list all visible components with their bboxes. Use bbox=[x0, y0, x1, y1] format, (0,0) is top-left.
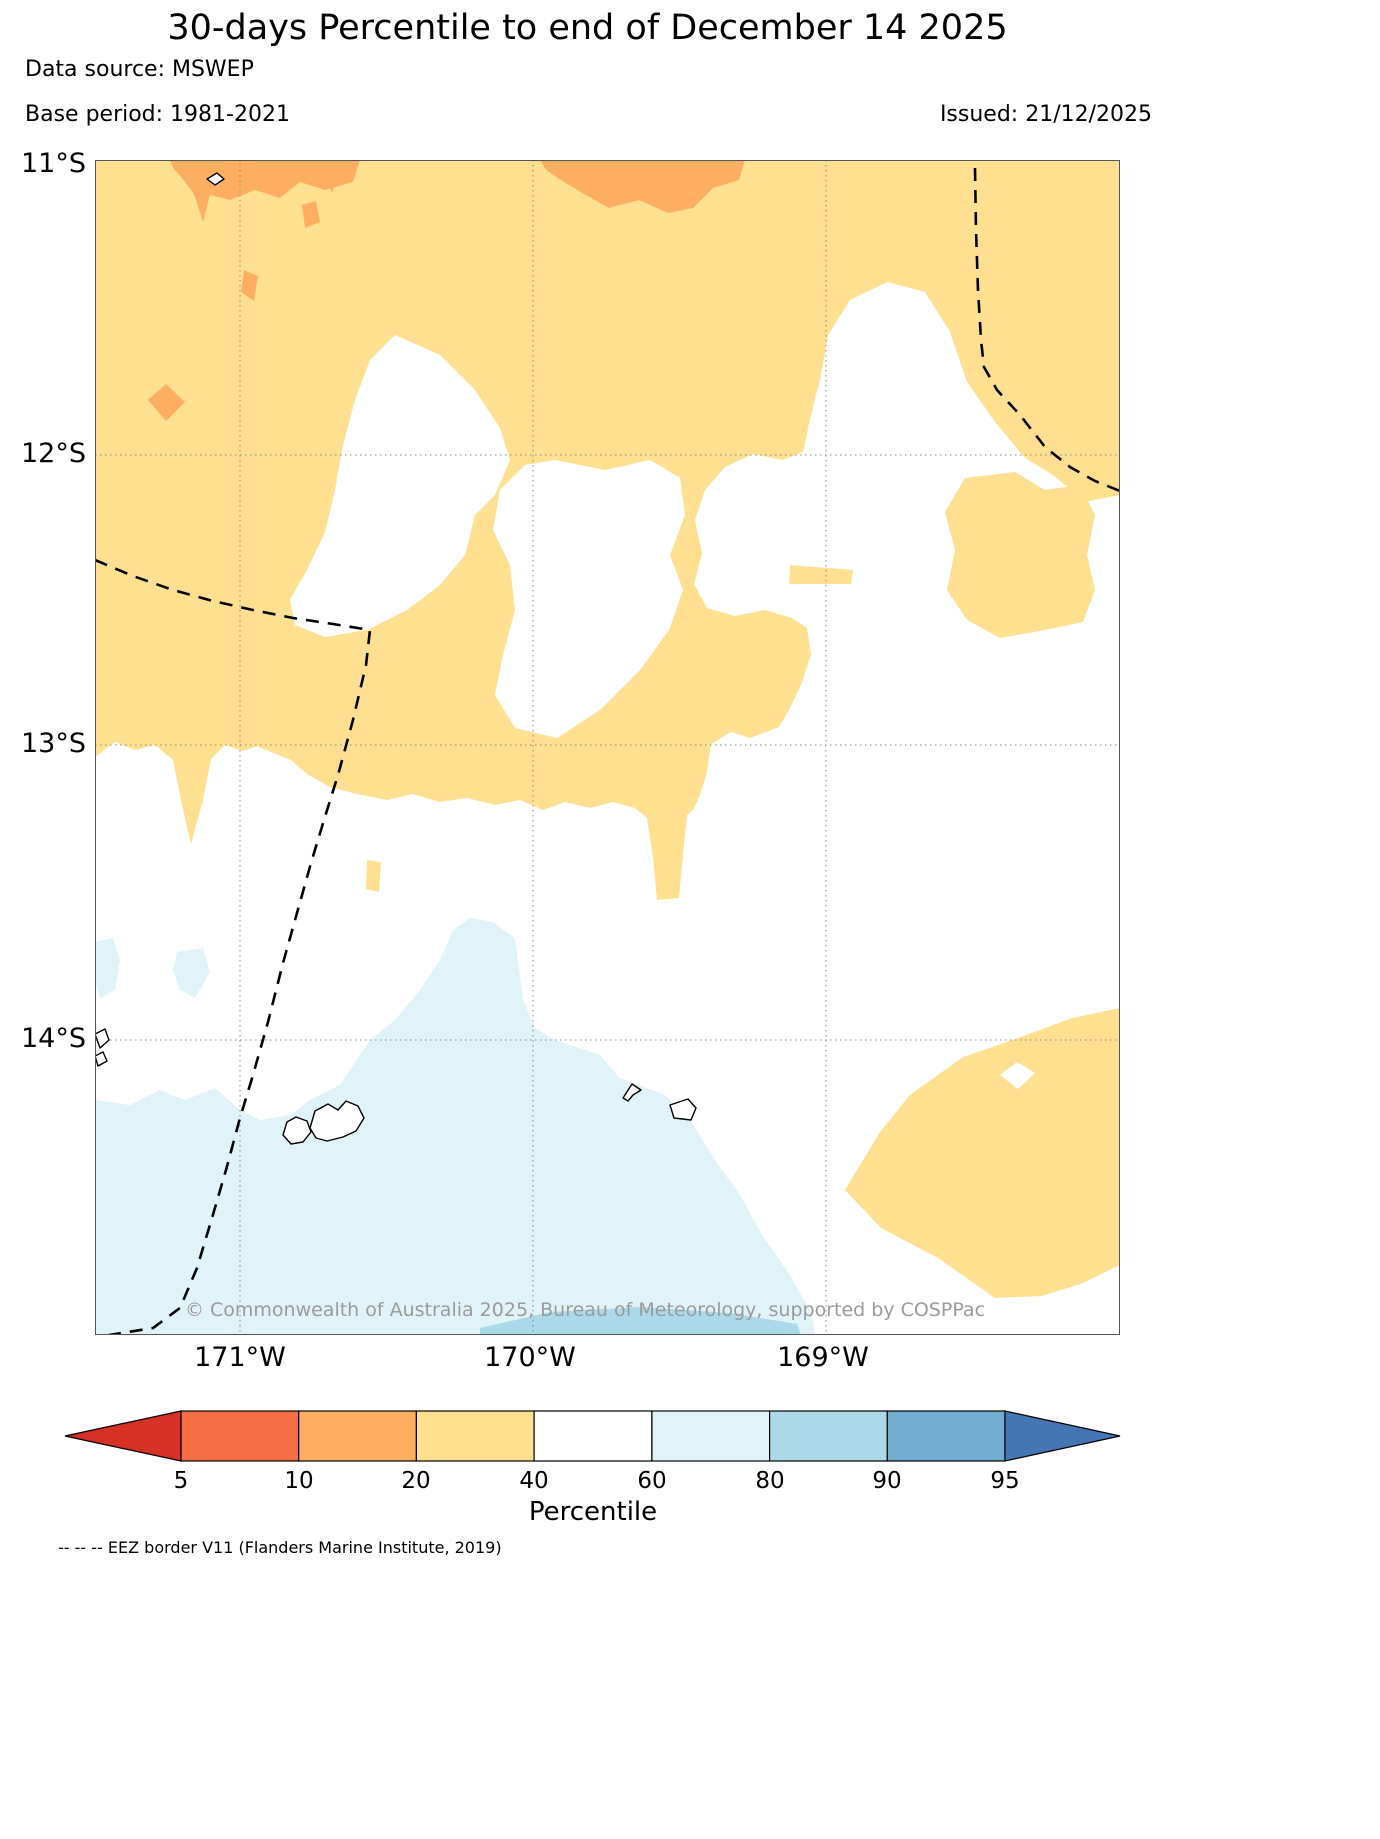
lat-tick-12s: 12°S bbox=[21, 438, 86, 469]
percentile-20-40-regions bbox=[95, 160, 1120, 1298]
island-upolu-outline bbox=[309, 1100, 365, 1142]
orange-top-center-patch bbox=[540, 160, 745, 213]
colorbar-segment-90-95 bbox=[886, 1410, 1006, 1462]
island-southeast-outline bbox=[669, 1098, 697, 1121]
colorbar-tick-20: 20 bbox=[401, 1468, 431, 1494]
eez-legend-note: -- -- -- EEZ border V11 (Flanders Marine… bbox=[58, 1538, 502, 1557]
lat-tick-14s: 14°S bbox=[21, 1023, 86, 1054]
data-source-label: Data source: MSWEP bbox=[25, 57, 254, 82]
island-swains-outline bbox=[206, 172, 225, 186]
colorbar-tick-60: 60 bbox=[637, 1468, 667, 1494]
percentile-map: © Commonwealth of Australia 2025, Bureau… bbox=[95, 160, 1120, 1335]
eez-border-line-east bbox=[973, 167, 1120, 493]
lon-tick-169w: 169°W bbox=[777, 1342, 869, 1373]
pale-blue-main-region bbox=[95, 918, 815, 1335]
light-orange-main-region bbox=[95, 160, 1120, 900]
colorbar-tick-90: 90 bbox=[872, 1468, 902, 1494]
colorbar-segment-10-20 bbox=[298, 1410, 417, 1462]
lon-tick-171w: 171°W bbox=[194, 1342, 286, 1373]
colorbar-tick-40: 40 bbox=[519, 1468, 549, 1494]
light-orange-speck bbox=[366, 860, 381, 892]
light-orange-east-patch bbox=[945, 472, 1095, 638]
percentile-80-90-region bbox=[480, 1307, 801, 1335]
percentile-60-80-regions bbox=[95, 918, 815, 1335]
island-edge-outline-1 bbox=[95, 1028, 110, 1049]
colorbar-segment-40-60 bbox=[533, 1410, 653, 1462]
southeast-patch-white-hole bbox=[1000, 1062, 1035, 1089]
colorbar-tick-95: 95 bbox=[990, 1468, 1020, 1494]
eez-border-lines bbox=[95, 167, 1120, 1335]
pale-blue-speck-1 bbox=[95, 938, 120, 998]
orange-diamond-2 bbox=[241, 270, 258, 301]
issued-label: Issued: 21/12/2025 bbox=[939, 102, 1152, 127]
lon-tick-170w: 170°W bbox=[484, 1342, 576, 1373]
colorbar bbox=[64, 1410, 1121, 1462]
colorbar-segment-5-10 bbox=[180, 1410, 300, 1462]
colorbar-segment-80-90 bbox=[768, 1410, 888, 1462]
colorbar-axis-label: Percentile bbox=[528, 1497, 658, 1527]
lat-tick-13s: 13°S bbox=[21, 728, 86, 759]
orange-diamond-1 bbox=[302, 201, 320, 228]
colorbar-segment-20-40 bbox=[415, 1410, 535, 1462]
island-savaii-outline bbox=[282, 1116, 312, 1145]
colorbar-tick-10: 10 bbox=[284, 1468, 314, 1494]
pale-blue-speck-2 bbox=[173, 948, 210, 998]
graticule-grid-lines bbox=[95, 160, 1120, 1335]
map-copyright: © Commonwealth of Australia 2025, Bureau… bbox=[185, 1299, 985, 1321]
lat-tick-11s: 11°S bbox=[21, 148, 86, 179]
colorbar-segment-60-80 bbox=[651, 1410, 771, 1462]
base-period-label: Base period: 1981-2021 bbox=[25, 102, 290, 127]
colorbar-arrow-above-95 bbox=[1004, 1410, 1121, 1462]
colorbar-tick-5: 5 bbox=[173, 1468, 189, 1494]
colorbar-arrow-below-5 bbox=[64, 1410, 182, 1462]
light-orange-finger bbox=[789, 565, 853, 584]
light-orange-southeast-patch bbox=[845, 1008, 1120, 1298]
map-frame bbox=[95, 160, 1120, 1335]
eez-border-line-west bbox=[95, 558, 372, 1335]
page-title: 30-days Percentile to end of December 14… bbox=[167, 8, 1008, 48]
island-edge-outline-2 bbox=[95, 1051, 108, 1067]
island-tutuila-outline bbox=[622, 1083, 642, 1102]
island-outlines bbox=[95, 172, 697, 1145]
orange-diamond-3 bbox=[148, 384, 185, 421]
colorbar-tick-80: 80 bbox=[755, 1468, 785, 1494]
orange-top-spike bbox=[320, 160, 343, 193]
